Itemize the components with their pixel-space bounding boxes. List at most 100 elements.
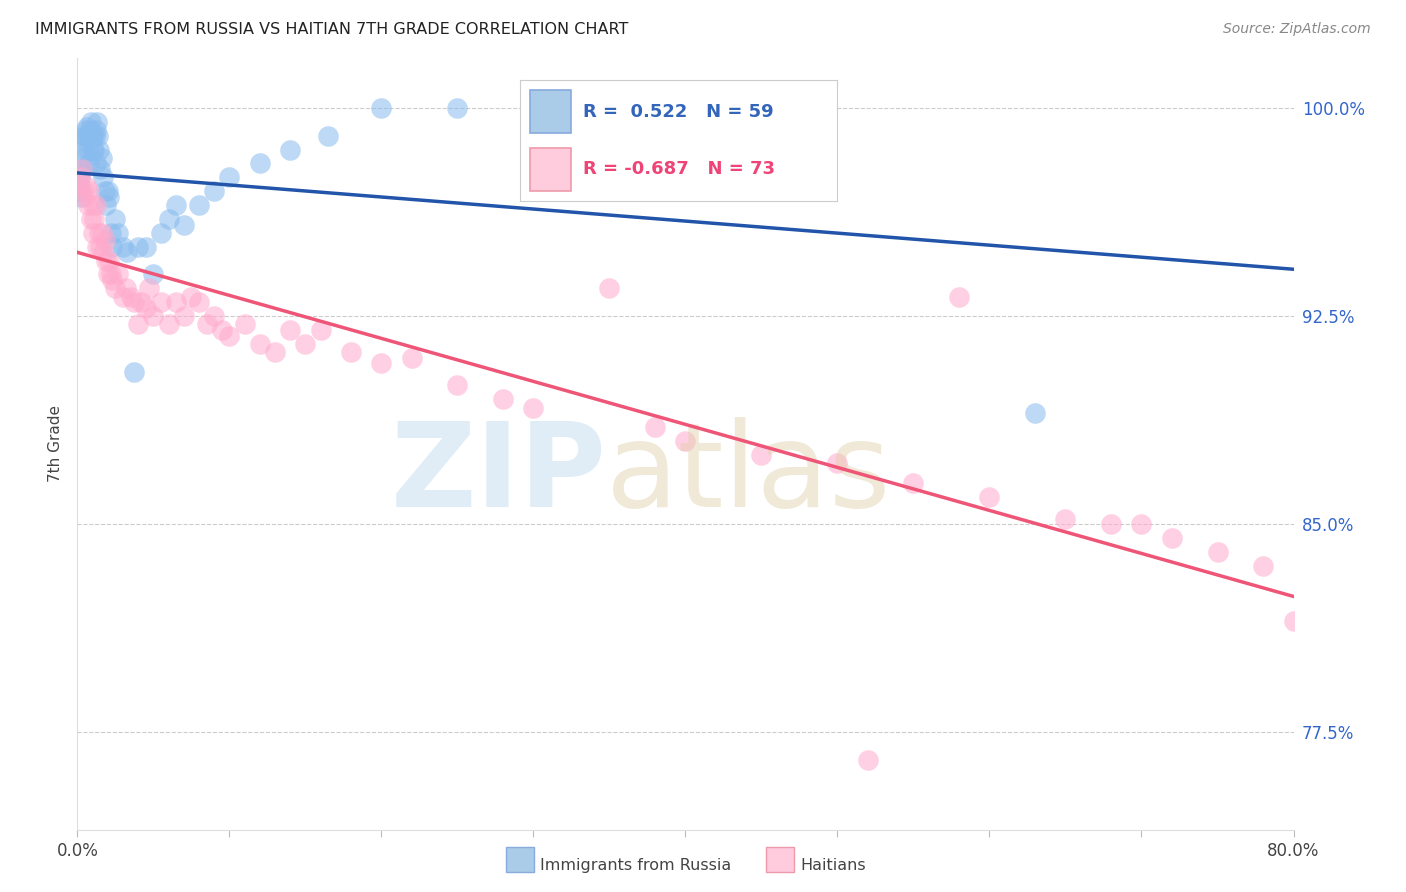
- Point: [86, 115, 108, 129]
- Text: Source: ZipAtlas.com: Source: ZipAtlas.com: [1223, 22, 1371, 37]
- Point: [492, 392, 515, 407]
- Point: [75, 123, 97, 137]
- Point: [1054, 512, 1077, 526]
- Point: [856, 753, 879, 767]
- Point: [101, 273, 124, 287]
- Text: Haitians: Haitians: [800, 858, 866, 872]
- Point: [72, 184, 94, 198]
- Point: [89, 161, 111, 176]
- Point: [218, 328, 240, 343]
- Text: IMMIGRANTS FROM RUSSIA VS HAITIAN 7TH GRADE CORRELATION CHART: IMMIGRANTS FROM RUSSIA VS HAITIAN 7TH GR…: [35, 22, 628, 37]
- Y-axis label: 7th Grade: 7th Grade: [48, 405, 63, 483]
- Point: [111, 240, 134, 254]
- Text: atlas: atlas: [606, 417, 891, 533]
- Point: [87, 128, 110, 143]
- Point: [1099, 517, 1122, 532]
- Point: [84, 198, 107, 212]
- Point: [233, 318, 256, 332]
- Point: [309, 323, 332, 337]
- Point: [1024, 406, 1046, 420]
- Point: [751, 448, 773, 462]
- Point: [1206, 545, 1229, 559]
- Point: [675, 101, 697, 115]
- Point: [122, 295, 145, 310]
- Point: [107, 268, 129, 282]
- Point: [79, 156, 101, 170]
- Point: [1130, 517, 1153, 532]
- Point: [82, 198, 104, 212]
- Point: [644, 420, 666, 434]
- Point: [107, 226, 129, 240]
- Point: [70, 161, 93, 176]
- Point: [83, 143, 105, 157]
- Point: [79, 184, 101, 198]
- Point: [101, 240, 124, 254]
- Point: [120, 290, 142, 304]
- Point: [903, 475, 925, 490]
- FancyBboxPatch shape: [530, 90, 571, 133]
- Point: [218, 170, 240, 185]
- Point: [75, 128, 97, 143]
- Text: R =  0.522   N = 59: R = 0.522 N = 59: [583, 103, 775, 120]
- Point: [138, 281, 160, 295]
- Point: [98, 253, 121, 268]
- Point: [76, 120, 98, 135]
- Point: [446, 101, 468, 115]
- Point: [122, 365, 145, 379]
- Point: [675, 434, 697, 448]
- Point: [98, 190, 121, 204]
- Point: [142, 268, 165, 282]
- Point: [446, 378, 468, 392]
- Point: [82, 226, 104, 240]
- Point: [129, 295, 152, 310]
- Point: [149, 295, 172, 310]
- Point: [1161, 531, 1184, 545]
- Point: [157, 318, 180, 332]
- Point: [157, 211, 180, 226]
- Point: [1282, 615, 1305, 629]
- Point: [522, 401, 544, 415]
- Point: [87, 226, 110, 240]
- Point: [79, 123, 101, 137]
- Point: [83, 128, 105, 143]
- Point: [97, 184, 120, 198]
- Point: [86, 240, 108, 254]
- Point: [401, 351, 423, 365]
- Point: [173, 309, 195, 323]
- Point: [111, 290, 134, 304]
- Point: [91, 170, 114, 185]
- Point: [370, 101, 392, 115]
- Point: [211, 323, 233, 337]
- Point: [100, 268, 122, 282]
- Point: [72, 143, 94, 157]
- Point: [82, 128, 104, 143]
- Point: [264, 345, 287, 359]
- Point: [77, 198, 100, 212]
- Point: [165, 295, 187, 310]
- Point: [80, 211, 103, 226]
- Point: [553, 101, 575, 115]
- Point: [89, 240, 111, 254]
- Point: [69, 170, 91, 185]
- Point: [75, 178, 97, 193]
- Point: [135, 301, 157, 315]
- Point: [82, 143, 104, 157]
- Point: [127, 240, 149, 254]
- Point: [70, 190, 93, 204]
- Point: [188, 198, 211, 212]
- Point: [165, 198, 187, 212]
- Point: [598, 281, 620, 295]
- Point: [91, 245, 114, 260]
- Point: [142, 309, 165, 323]
- Point: [90, 226, 112, 240]
- Point: [73, 134, 96, 148]
- Point: [1251, 558, 1274, 573]
- Point: [149, 226, 172, 240]
- Point: [100, 226, 122, 240]
- Point: [127, 318, 149, 332]
- Point: [180, 290, 202, 304]
- Point: [87, 143, 110, 157]
- Point: [195, 318, 218, 332]
- Point: [340, 345, 363, 359]
- Point: [72, 151, 94, 165]
